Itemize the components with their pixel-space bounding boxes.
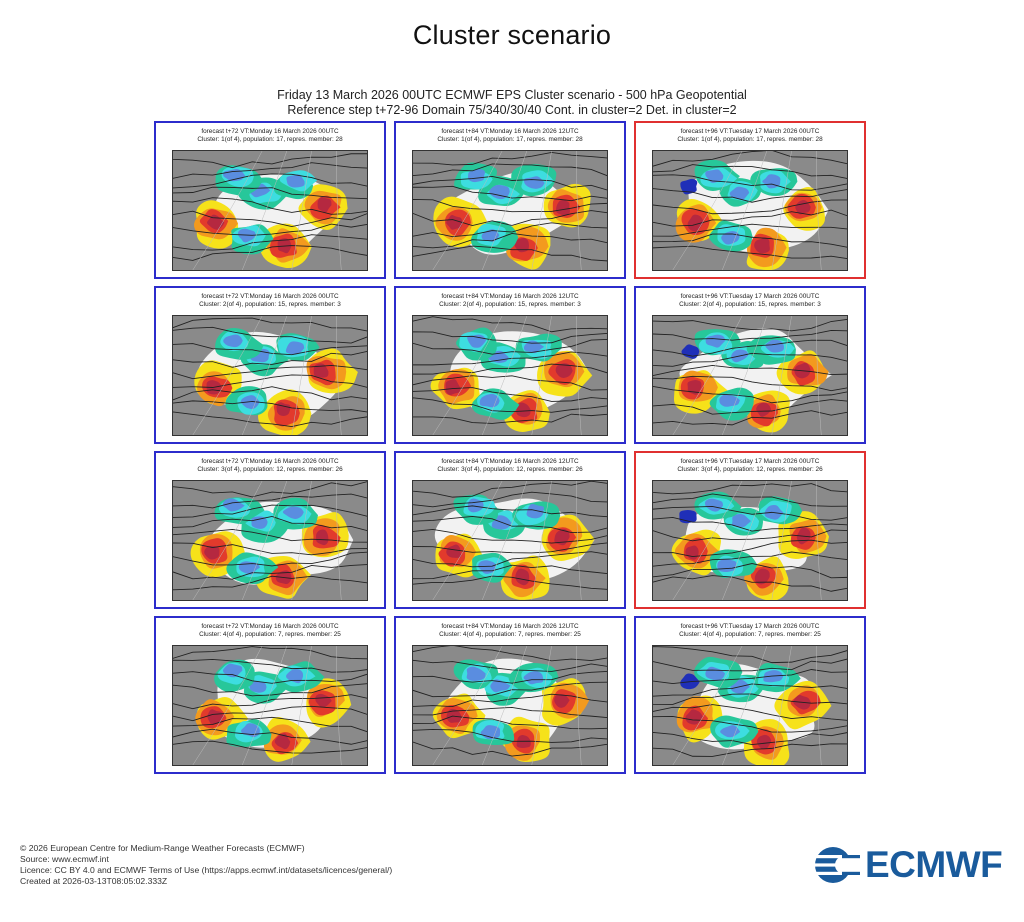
panel-forecast-label: forecast t+72 VT:Monday 16 March 2026 00…: [201, 458, 339, 465]
panel-caption: forecast t+72 VT:Monday 16 March 2026 00…: [156, 458, 384, 474]
footer-copyright: © 2026 European Centre for Medium-Range …: [20, 843, 305, 853]
panel-forecast-label: forecast t+84 VT:Monday 16 March 2026 12…: [441, 128, 579, 135]
cluster-panel[interactable]: forecast t+96 VT:Tuesday 17 March 2026 0…: [634, 121, 866, 279]
panel-cluster-label: Cluster: 2(of 4), population: 15, repres…: [199, 301, 341, 308]
geopotential-map: [412, 150, 608, 271]
panel-forecast-label: forecast t+96 VT:Tuesday 17 March 2026 0…: [680, 128, 820, 135]
cluster-panel[interactable]: forecast t+84 VT:Monday 16 March 2026 12…: [394, 121, 626, 279]
panel-caption: forecast t+84 VT:Monday 16 March 2026 12…: [396, 293, 624, 309]
geopotential-field-illustration: [173, 481, 367, 600]
cluster-panel[interactable]: forecast t+72 VT:Monday 16 March 2026 00…: [154, 286, 386, 444]
geopotential-field-illustration: [653, 481, 847, 600]
panel-caption: forecast t+96 VT:Tuesday 17 March 2026 0…: [636, 128, 864, 144]
cluster-panel[interactable]: forecast t+96 VT:Tuesday 17 March 2026 0…: [634, 616, 866, 774]
panel-forecast-label: forecast t+96 VT:Tuesday 17 March 2026 0…: [680, 623, 820, 630]
geopotential-field-illustration: [413, 151, 607, 270]
geopotential-map: [412, 315, 608, 436]
panel-forecast-label: forecast t+72 VT:Monday 16 March 2026 00…: [201, 128, 339, 135]
panel-cluster-label: Cluster: 1(of 4), population: 17, repres…: [197, 136, 343, 143]
panel-caption: forecast t+72 VT:Monday 16 March 2026 00…: [156, 293, 384, 309]
panel-caption: forecast t+84 VT:Monday 16 March 2026 12…: [396, 458, 624, 474]
panel-forecast-label: forecast t+96 VT:Tuesday 17 March 2026 0…: [680, 458, 820, 465]
cluster-panel-grid: forecast t+72 VT:Monday 16 March 2026 00…: [154, 121, 871, 777]
panel-caption: forecast t+84 VT:Monday 16 March 2026 12…: [396, 623, 624, 639]
panel-cluster-label: Cluster: 4(of 4), population: 7, repres.…: [679, 631, 821, 638]
panel-forecast-label: forecast t+84 VT:Monday 16 March 2026 12…: [441, 293, 579, 300]
geopotential-map: [652, 315, 848, 436]
geopotential-field-illustration: [653, 151, 847, 270]
ecmwf-logo[interactable]: ECMWF: [814, 846, 1010, 886]
panel-caption: forecast t+96 VT:Tuesday 17 March 2026 0…: [636, 458, 864, 474]
geopotential-field-illustration: [173, 151, 367, 270]
geopotential-map: [172, 480, 368, 601]
cluster-panel[interactable]: forecast t+72 VT:Monday 16 March 2026 00…: [154, 616, 386, 774]
cluster-panel[interactable]: forecast t+84 VT:Monday 16 March 2026 12…: [394, 451, 626, 609]
panel-forecast-label: forecast t+72 VT:Monday 16 March 2026 00…: [201, 623, 339, 630]
footer-source: Source: www.ecmwf.int: [20, 854, 109, 864]
geopotential-field-illustration: [653, 646, 847, 765]
cluster-panel[interactable]: forecast t+96 VT:Tuesday 17 March 2026 0…: [634, 451, 866, 609]
panel-cluster-label: Cluster: 1(of 4), population: 17, repres…: [437, 136, 583, 143]
geopotential-field-illustration: [413, 646, 607, 765]
panel-forecast-label: forecast t+84 VT:Monday 16 March 2026 12…: [441, 623, 579, 630]
panel-cluster-label: Cluster: 4(of 4), population: 7, repres.…: [439, 631, 581, 638]
figure-header-line-1: Friday 13 March 2026 00UTC ECMWF EPS Clu…: [277, 88, 747, 102]
panel-cluster-label: Cluster: 2(of 4), population: 15, repres…: [439, 301, 581, 308]
panel-caption: forecast t+72 VT:Monday 16 March 2026 00…: [156, 623, 384, 639]
geopotential-map: [172, 645, 368, 766]
geopotential-field-illustration: [173, 316, 367, 435]
cluster-panel[interactable]: forecast t+84 VT:Monday 16 March 2026 12…: [394, 616, 626, 774]
geopotential-map: [652, 645, 848, 766]
geopotential-field-illustration: [173, 646, 367, 765]
page-title: Cluster scenario: [412, 20, 612, 50]
panel-cluster-label: Cluster: 4(of 4), population: 7, repres.…: [199, 631, 341, 638]
geopotential-field-illustration: [653, 316, 847, 435]
panel-cluster-label: Cluster: 3(of 4), population: 12, repres…: [437, 466, 583, 473]
footer-created: Created at 2026-03-13T08:05:02.333Z: [20, 876, 168, 886]
panel-forecast-label: forecast t+84 VT:Monday 16 March 2026 12…: [441, 458, 579, 465]
cluster-panel[interactable]: forecast t+72 VT:Monday 16 March 2026 00…: [154, 451, 386, 609]
footer: © 2026 European Centre for Medium-Range …: [20, 843, 392, 887]
figure-header: Friday 13 March 2026 00UTC ECMWF EPS Clu…: [0, 88, 1024, 118]
geopotential-map: [652, 480, 848, 601]
geopotential-map: [412, 645, 608, 766]
panel-cluster-label: Cluster: 2(of 4), population: 15, repres…: [679, 301, 821, 308]
panel-caption: forecast t+96 VT:Tuesday 17 March 2026 0…: [636, 623, 864, 639]
panel-cluster-label: Cluster: 1(of 4), population: 17, repres…: [677, 136, 823, 143]
panel-cluster-label: Cluster: 3(of 4), population: 12, repres…: [677, 466, 823, 473]
panel-caption: forecast t+84 VT:Monday 16 March 2026 12…: [396, 128, 624, 144]
footer-licence: Licence: CC BY 4.0 and ECMWF Terms of Us…: [20, 865, 393, 875]
panel-forecast-label: forecast t+72 VT:Monday 16 March 2026 00…: [201, 293, 339, 300]
ecmwf-emblem-icon: [814, 847, 860, 883]
panel-forecast-label: forecast t+96 VT:Tuesday 17 March 2026 0…: [680, 293, 820, 300]
panel-cluster-label: Cluster: 3(of 4), population: 12, repres…: [197, 466, 343, 473]
figure-header-line-2: Reference step t+72-96 Domain 75/340/30/…: [287, 103, 737, 117]
geopotential-map: [412, 480, 608, 601]
panel-caption: forecast t+72 VT:Monday 16 March 2026 00…: [156, 128, 384, 144]
cluster-panel[interactable]: forecast t+96 VT:Tuesday 17 March 2026 0…: [634, 286, 866, 444]
geopotential-field-illustration: [413, 481, 607, 600]
geopotential-field-illustration: [413, 316, 607, 435]
ecmwf-logo-text: ECMWF: [865, 844, 1003, 885]
cluster-panel[interactable]: forecast t+84 VT:Monday 16 March 2026 12…: [394, 286, 626, 444]
geopotential-map: [172, 150, 368, 271]
geopotential-map: [172, 315, 368, 436]
geopotential-map: [652, 150, 848, 271]
cluster-panel[interactable]: forecast t+72 VT:Monday 16 March 2026 00…: [154, 121, 386, 279]
panel-caption: forecast t+96 VT:Tuesday 17 March 2026 0…: [636, 293, 864, 309]
